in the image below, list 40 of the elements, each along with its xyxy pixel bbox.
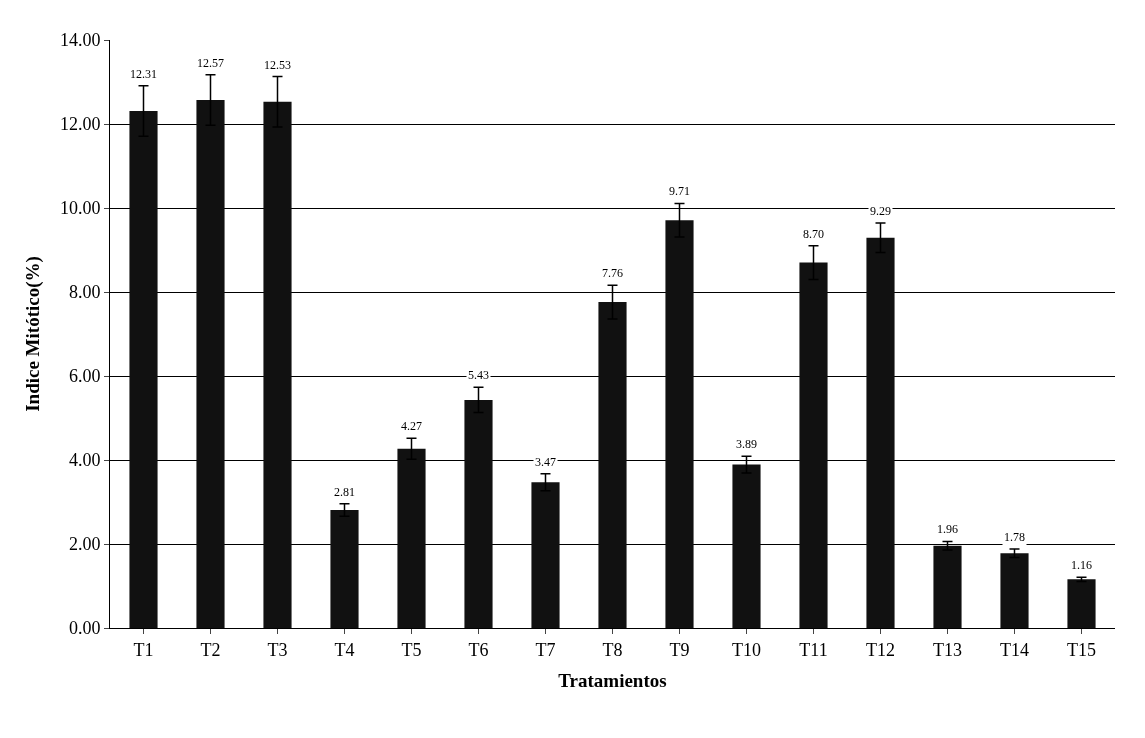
data-label: 1.16 [1071,558,1092,572]
x-tick-label: T11 [799,639,828,660]
x-tick-label: T5 [401,639,422,660]
y-tick-label: 12.00 [59,114,101,135]
x-tick-label: T10 [732,639,761,660]
x-tick-label: T2 [200,639,221,660]
data-label: 3.89 [736,437,757,451]
data-label: 9.29 [870,204,891,218]
data-label: 1.78 [1004,530,1025,544]
data-label: 8.70 [803,227,824,241]
y-tick-label: 0.00 [68,618,101,639]
x-tick-label: T14 [1000,639,1029,660]
x-tick-label: T4 [334,639,355,660]
y-tick-label: 8.00 [68,282,101,303]
data-label: 5.43 [468,368,489,382]
y-tick-label: 10.00 [59,198,101,219]
data-label: 12.31 [130,67,157,81]
x-tick-label: T12 [866,639,895,660]
data-label: 12.53 [264,58,291,72]
data-label: 1.96 [937,522,958,536]
x-tick-label: T6 [468,639,489,660]
y-tick-label: 4.00 [68,450,101,471]
x-tick-label: T15 [1067,639,1096,660]
data-label: 7.76 [602,266,623,280]
x-tick-label: T1 [133,639,154,660]
data-label: 12.57 [197,56,224,70]
x-tick-label: T13 [933,639,962,660]
y-tick-label: 6.00 [68,366,101,387]
data-label: 4.27 [401,419,422,433]
data-label: 3.47 [535,455,556,469]
y-tick-label: 2.00 [68,534,101,555]
x-tick-label: T3 [267,639,288,660]
data-label: 2.81 [334,485,355,499]
y-axis-title: Indice Mitótico(%) [21,256,44,412]
x-tick-label: T7 [535,639,556,660]
x-tick-label: T9 [669,639,690,660]
y-tick-label: 14.00 [59,30,101,51]
data-label: 9.71 [669,184,690,198]
x-axis-title: Tratamientos [558,670,667,692]
x-tick-label: T8 [602,639,623,660]
